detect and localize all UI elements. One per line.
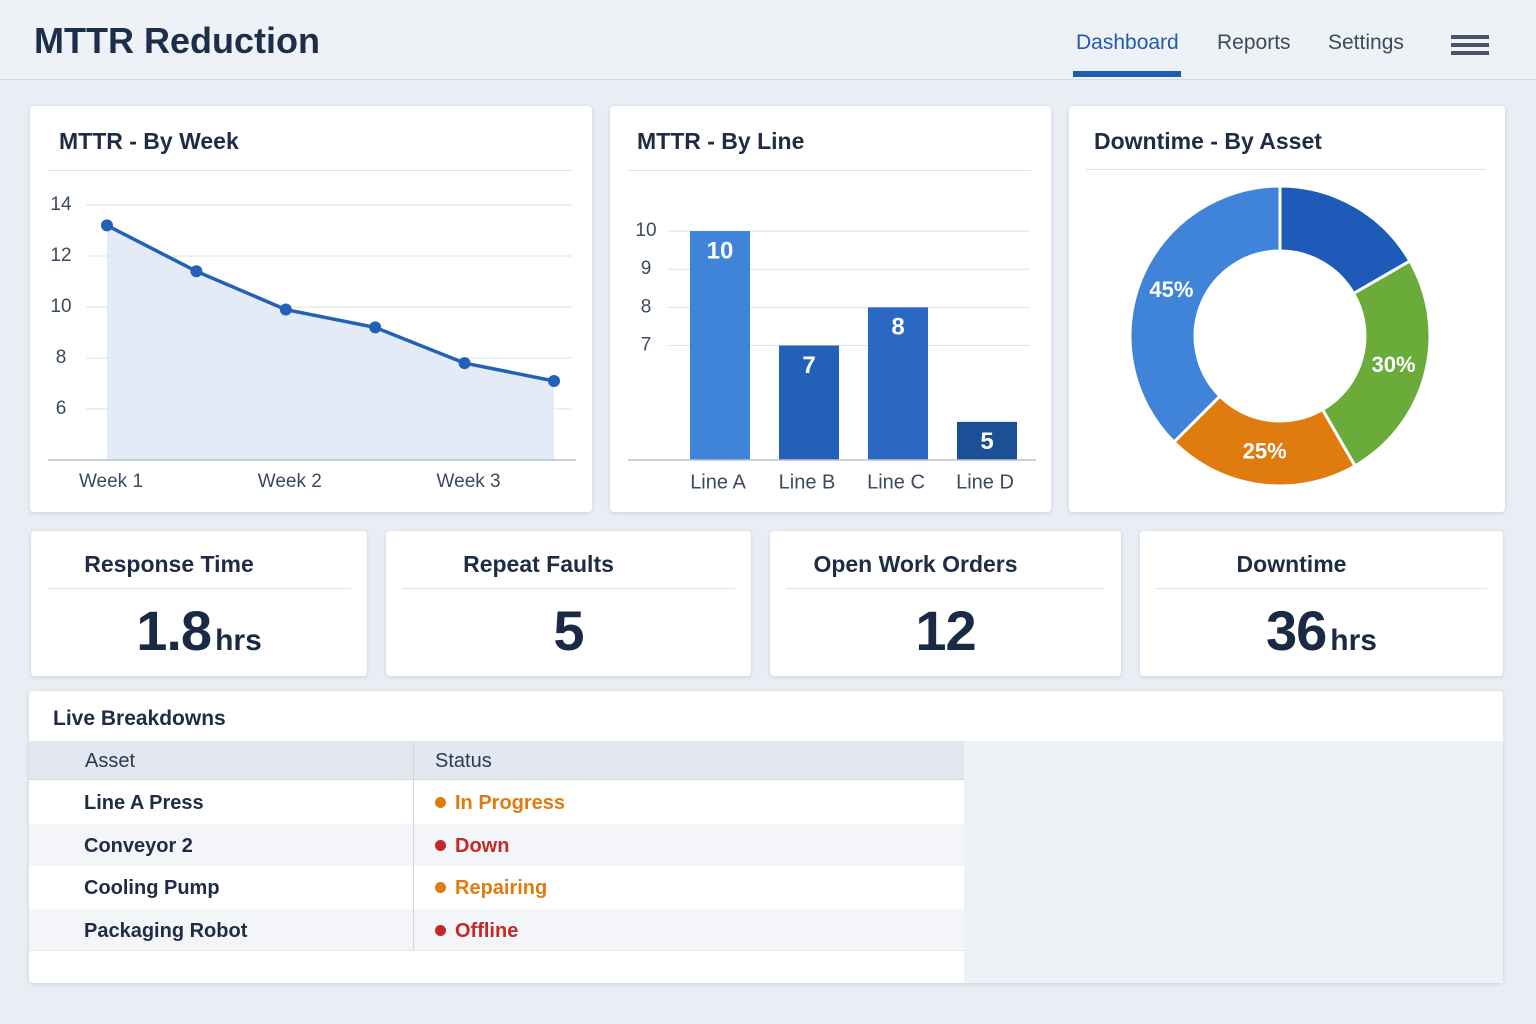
table-title: Live Breakdowns [53,707,226,730]
kpi-card [770,531,1121,676]
divider [786,588,1105,589]
nav-link[interactable]: Settings [1328,31,1404,54]
kpi-value: 5 [386,598,751,663]
kpi-value: 1.8 hrs [31,598,367,663]
table-row [29,781,964,825]
card [610,106,1051,512]
kpi-label: Repeat Faults [463,551,614,577]
page-title: MTTR Reduction [34,20,320,61]
kpi-card [386,531,751,676]
kpi-card [31,531,367,676]
empty-area [964,741,1503,983]
kpi-label: Response Time [84,551,254,577]
status-cell: In Progress [455,792,566,814]
nav-link[interactable]: Reports [1217,31,1291,54]
card [1069,106,1505,512]
kpi-label: Open Work Orders [813,551,1018,577]
kpi-number: 1.8 [136,599,212,662]
table-row [29,866,964,910]
asset-cell: Conveyor 2 [84,835,193,857]
divider [1086,169,1486,170]
header-bar [0,0,1536,80]
card [30,106,592,512]
divider [1156,588,1487,589]
divider [47,588,351,589]
status-dot [435,882,446,893]
table-row [29,909,964,951]
divider [47,170,572,171]
kpi-unit: hrs [1330,624,1377,657]
nav-underline [1073,71,1181,77]
column-header: Status [435,750,492,772]
kpi-label: Downtime [1236,551,1347,577]
divider [402,588,735,589]
chart-title: Downtime - By Asset [1094,128,1322,154]
kpi-number: 36 [1266,599,1327,662]
status-cell: Repairing [455,877,548,899]
kpi-value: 36 hrs [1140,598,1503,663]
asset-cell: Packaging Robot [84,920,248,942]
kpi-number: 5 [553,599,584,662]
asset-cell: Cooling Pump [84,877,220,899]
status-dot [435,797,446,808]
kpi-card [1140,531,1503,676]
kpi-value: 12 [770,598,1121,663]
chart-title: MTTR - By Line [637,128,805,154]
divider [628,170,1031,171]
chart-title: MTTR - By Week [59,128,239,154]
kpi-unit: hrs [215,624,262,657]
column-header: Asset [85,750,136,772]
status-cell: Offline [455,920,519,942]
status-dot [435,925,446,936]
asset-cell: Line A Press [84,792,204,814]
column-divider [413,741,414,950]
nav-link[interactable]: Dashboard [1076,31,1179,54]
status-cell: Down [455,835,510,857]
kpi-number: 12 [915,599,976,662]
status-dot [435,840,446,851]
menu-icon[interactable] [1451,35,1489,55]
table-header [29,741,964,780]
